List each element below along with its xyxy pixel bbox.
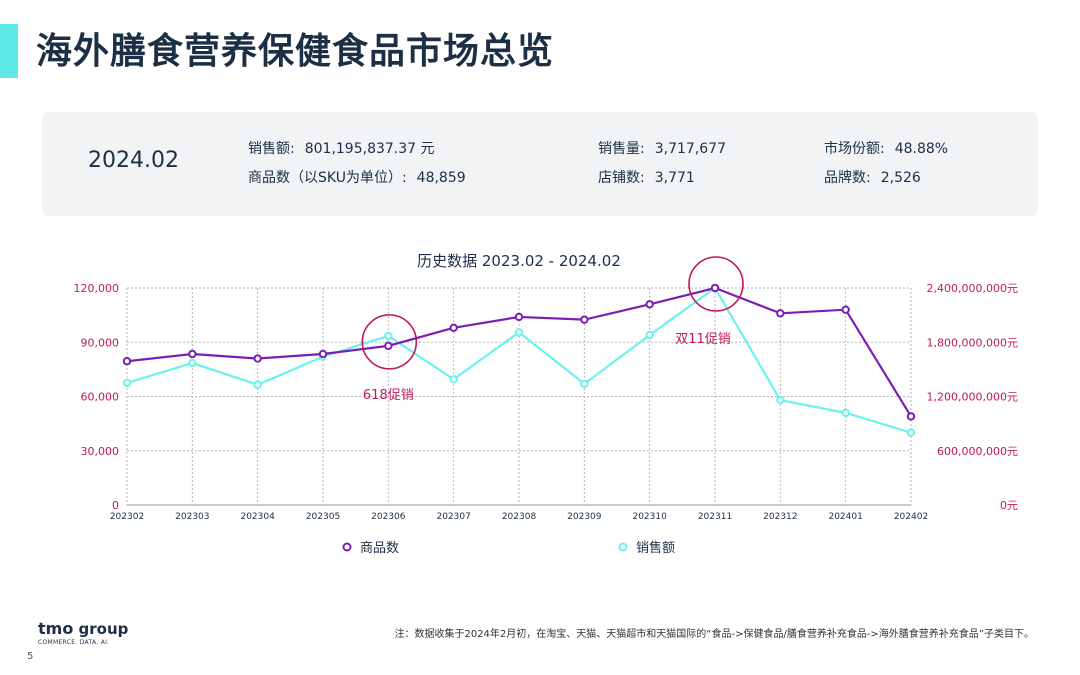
chart-title: 历史数据 2023.02 - 2024.02 xyxy=(417,252,621,270)
stat-label: 商品数（以SKU为单位）: xyxy=(248,170,407,186)
data-point-sales-amount xyxy=(580,379,589,389)
x-tick-label: 202305 xyxy=(306,512,340,522)
stat-value: 48,859 xyxy=(416,170,466,186)
data-point-sales-amount xyxy=(122,378,132,388)
stat-label: 销售量: xyxy=(598,141,645,157)
data-point-sku-count xyxy=(710,283,720,293)
data-point-sales-amount xyxy=(776,395,785,405)
data-point-sales-amount xyxy=(449,375,458,384)
stat-value: 801,195,837.37 元 xyxy=(304,141,435,157)
data-point-sales-amount xyxy=(645,330,654,340)
stat-store-count: 店铺数: 3,771 xyxy=(598,167,695,187)
stat-value: 48.88% xyxy=(894,141,949,157)
y-left-tick-label: 0 xyxy=(112,499,119,512)
y-left-tick-label: 90,000 xyxy=(81,336,120,349)
stat-sku-count: 商品数（以SKU为单位）: 48,859 xyxy=(248,167,466,187)
x-tick-label: 202303 xyxy=(175,512,209,522)
logo-suffix: group xyxy=(78,620,129,638)
data-point-sales-amount xyxy=(906,428,916,437)
x-tick-label: 202308 xyxy=(502,512,537,522)
x-tick-label: 202310 xyxy=(632,512,667,522)
annotation-label: 双11促销 xyxy=(675,332,731,347)
legend-marker xyxy=(342,542,352,552)
data-point-sales-amount xyxy=(384,331,393,341)
page-title: 海外膳食营养保健食品市场总览 xyxy=(36,31,555,72)
x-tick-label: 202304 xyxy=(240,512,275,522)
data-point-sku-count xyxy=(253,354,262,363)
y-left-tick-label: 120,000 xyxy=(74,282,120,295)
y-right-tick-label: 600,000,000元 xyxy=(937,445,1018,458)
data-point-sku-count xyxy=(645,300,654,309)
stat-value: 2,526 xyxy=(880,170,921,186)
stat-label: 市场份额: xyxy=(824,141,885,157)
title-accent-bar xyxy=(0,24,18,78)
annotation-circle xyxy=(361,314,418,370)
x-tick-label: 202401 xyxy=(828,512,862,522)
y-right-tick-label: 0元 xyxy=(1000,499,1018,512)
data-point-sku-count xyxy=(776,309,785,318)
stat-value: 3,771 xyxy=(654,170,695,186)
data-point-sku-count xyxy=(906,412,916,421)
tmo-group-logo: tmo group COMMERCE. DATA. AI. xyxy=(38,619,128,646)
logo-brand: tmo xyxy=(38,619,74,638)
x-tick-label: 202307 xyxy=(436,512,470,522)
y-left-tick-label: 30,000 xyxy=(81,445,120,458)
stat-label: 店铺数: xyxy=(598,170,645,186)
data-point-sku-count xyxy=(384,341,393,351)
stat-label: 销售额: xyxy=(248,141,295,157)
data-point-sku-count xyxy=(514,312,524,322)
legend-marker xyxy=(618,542,628,552)
legend-label: 销售额 xyxy=(636,540,675,556)
data-point-sku-count xyxy=(122,357,132,366)
y-right-tick-label: 2,400,000,000元 xyxy=(927,282,1018,295)
y-right-tick-label: 1,200,000,000元 xyxy=(927,391,1018,404)
data-point-sku-count xyxy=(580,315,589,324)
data-point-sales-amount xyxy=(188,358,197,368)
annotation-circle xyxy=(688,256,744,312)
x-tick-label: 202311 xyxy=(698,512,732,522)
stat-value: 3,717,677 xyxy=(654,141,726,157)
summary-panel: 2024.02 销售额: 801,195,837.37 元 销售量: 3,717,6… xyxy=(42,112,1038,216)
logo-tagline: COMMERCE. DATA. AI. xyxy=(38,639,110,646)
footnote: 注：数据收集于2024年2月初，在淘宝、天猫、天猫超市和天猫国际的“食品->保健… xyxy=(394,629,1034,640)
stat-brand-count: 品牌数: 2,526 xyxy=(824,167,921,187)
summary-period: 2024.02 xyxy=(88,148,179,173)
history-line-chart: 历史数据 2023.02 - 2024.02 0 30,000 60,000 90,00… xyxy=(74,252,1019,556)
stat-sales-volume: 销售量: 3,717,677 xyxy=(598,138,726,158)
y-right-tick-label: 1,800,000,000元 xyxy=(927,336,1018,349)
data-point-sku-count xyxy=(318,349,328,359)
stat-market-share: 市场份额: 48.88% xyxy=(824,138,948,158)
data-point-sku-count xyxy=(188,349,197,359)
data-point-sku-count xyxy=(841,305,850,314)
data-point-sales-amount xyxy=(514,328,524,337)
data-point-sku-count xyxy=(449,323,458,332)
data-point-sales-amount xyxy=(841,408,850,417)
x-tick-label: 202309 xyxy=(567,512,602,522)
page-number: 5 xyxy=(27,651,34,662)
annotation-label: 618促销 xyxy=(363,388,414,403)
stat-label: 品牌数: xyxy=(824,170,871,186)
x-tick-label: 202312 xyxy=(763,512,797,522)
stat-sales-amount: 销售额: 801,195,837.37 元 xyxy=(248,138,435,158)
x-tick-label: 202402 xyxy=(894,512,928,522)
x-tick-label: 202302 xyxy=(110,512,144,522)
legend-label: 商品数 xyxy=(360,541,399,556)
x-tick-label: 202306 xyxy=(371,512,406,522)
y-left-tick-label: 60,000 xyxy=(81,391,120,404)
data-point-sales-amount xyxy=(253,380,262,389)
